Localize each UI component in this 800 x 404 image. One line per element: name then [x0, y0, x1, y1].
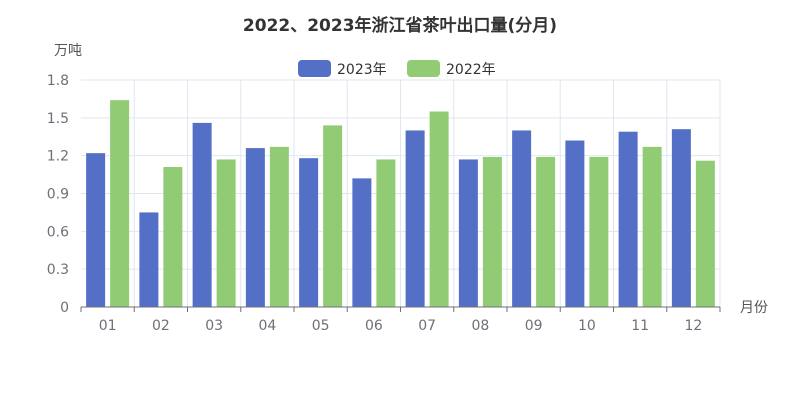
bar-2023-01: [86, 153, 106, 307]
bar-2023-05: [299, 158, 319, 307]
bar-2023-11: [618, 131, 638, 307]
legend[interactable]: 2023年 2022年: [298, 60, 496, 78]
x-tick-label: 06: [365, 318, 383, 334]
x-tick-label: 09: [525, 318, 543, 334]
bar-2023-02: [139, 212, 159, 307]
legend-label: 2022年: [446, 62, 496, 78]
x-tick-label: 10: [578, 318, 596, 334]
y-tick-label: 0.6: [47, 224, 69, 240]
bar-2022-12: [695, 160, 715, 307]
legend-label: 2023年: [337, 62, 387, 78]
bar-2022-10: [589, 156, 609, 307]
bar-2023-03: [192, 122, 212, 307]
bar-2023-07: [405, 130, 425, 307]
bar-2023-08: [458, 159, 478, 307]
bar-2022-01: [110, 100, 130, 307]
bar-2022-06: [376, 159, 396, 307]
legend-item-2023[interactable]: 2023年: [298, 60, 387, 78]
bar-2022-03: [216, 159, 236, 307]
y-tick-label: 1.2: [47, 149, 69, 165]
x-tick-label: 02: [152, 318, 170, 334]
x-tick-label: 03: [205, 318, 223, 334]
y-tick-label: 0: [60, 300, 69, 316]
bar-2023-12: [671, 129, 691, 307]
y-tick-label: 0.9: [47, 187, 69, 203]
y-tick-label: 1.5: [47, 111, 69, 127]
x-tick-label: 01: [99, 318, 117, 334]
legend-swatch: [407, 60, 440, 77]
bar-2023-10: [565, 140, 585, 307]
bars: [86, 100, 715, 308]
bar-2022-08: [482, 156, 502, 307]
bar-2023-09: [512, 130, 532, 307]
bar-2023-06: [352, 178, 372, 307]
axes: 0 0.3 0.6 0.9 1.2 1.5 1.8 01 02 03 04 05 06 07 08 09 10 1…: [47, 73, 721, 334]
chart-title: 2022、2023年浙江省茶叶出口量(分月): [243, 15, 557, 36]
x-tick-label: 11: [631, 318, 649, 334]
x-axis-label: 月份: [740, 300, 768, 316]
legend-item-2022[interactable]: 2022年: [407, 60, 496, 78]
legend-swatch: [298, 60, 331, 77]
bar-2022-09: [536, 156, 556, 307]
x-tick-label: 05: [312, 318, 330, 334]
grid-lines: [81, 79, 721, 307]
y-tick-label: 1.8: [47, 73, 69, 89]
bar-2022-07: [429, 111, 449, 308]
y-axis-label: 万吨: [54, 43, 82, 59]
x-tick-label: 12: [684, 318, 702, 334]
y-tick-label: 0.3: [47, 262, 69, 278]
x-tick-label: 07: [418, 318, 436, 334]
x-tick-label: 04: [258, 318, 276, 334]
bar-2022-11: [642, 146, 662, 307]
bar-2022-04: [269, 146, 289, 307]
bar-2022-05: [323, 125, 343, 308]
bar-2022-02: [163, 167, 183, 307]
x-tick-label: 08: [471, 318, 489, 334]
bar-2023-04: [245, 148, 265, 307]
